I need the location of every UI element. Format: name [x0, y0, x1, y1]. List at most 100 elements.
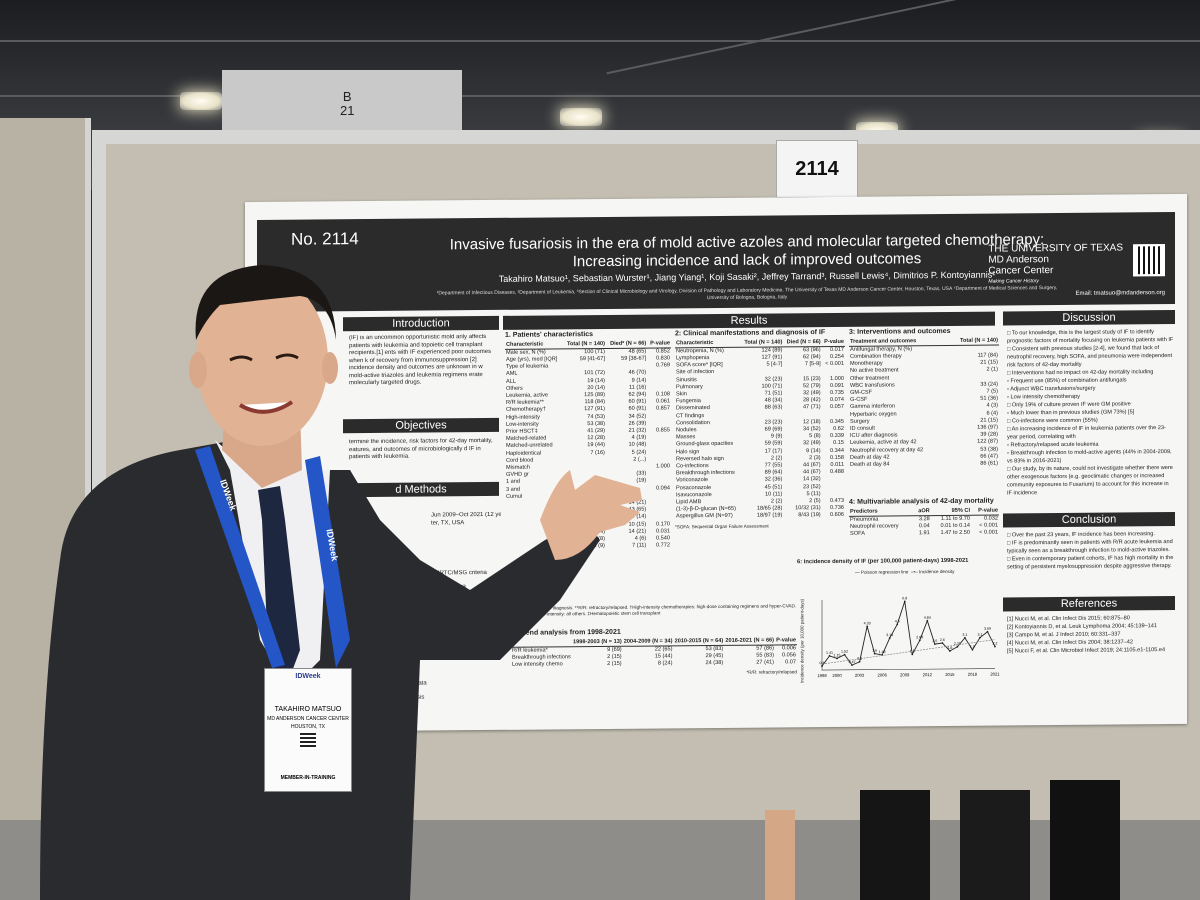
- table-cell: 0.15: [833, 440, 844, 447]
- table-header-cell: 1998-2003 (N = 13): [571, 638, 623, 647]
- table-cell: 1.47 to 2.50: [940, 529, 971, 537]
- series-line-poisson-regression: [821, 639, 996, 665]
- table-cell: 59 [38-67]: [621, 355, 647, 362]
- data-point: [948, 650, 951, 652]
- table-header-cell: Died (N = 66): [783, 338, 822, 347]
- interventions-table-block: 3: Interventions and outcomes Treatment …: [849, 328, 999, 497]
- ceiling-light: [180, 92, 222, 110]
- data-point: [903, 600, 906, 603]
- data-label: 2.6: [940, 638, 945, 642]
- table-header-cell: 95% CI: [930, 507, 972, 516]
- table-cell: 0.852: [656, 348, 670, 355]
- name-badge: IDWeek TAKAHIRO MATSUO MD ANDERSON CANCE…: [264, 668, 352, 792]
- table-cell: 0.772: [656, 542, 670, 549]
- data-point: [979, 636, 981, 639]
- discussion-item: ▫ Breakthrough infection to mold-active …: [1007, 449, 1172, 465]
- table-header-cell: P-value: [821, 338, 845, 347]
- table-cell: 0.344: [830, 447, 844, 454]
- table-cell: 0.091: [830, 382, 844, 389]
- trend-footnote: *R/R: refractory/relapsed: [746, 669, 797, 676]
- x-tick-label: 2018: [968, 672, 978, 677]
- data-point: [911, 653, 914, 656]
- section-header-references: References: [1003, 595, 1175, 612]
- data-point: [896, 623, 899, 626]
- badge-city: HOUSTON, TX: [291, 724, 325, 730]
- table-cell: 47 (71): [802, 404, 821, 411]
- data-point: [933, 643, 936, 645]
- data-label: 1.8: [947, 646, 952, 650]
- multivariable-table-block: 4: Multivariable analysis of 42-day mort…: [849, 498, 999, 549]
- incidence-chart: 0.41.411.151.520.470.84.331.6 1.453.144.5…: [817, 596, 1000, 678]
- data-point: [986, 630, 989, 633]
- table-cell: 0.094: [656, 484, 670, 492]
- data-point: [926, 619, 929, 622]
- qr-code-icon: [1133, 244, 1165, 277]
- table-cell: 23 (52): [802, 483, 821, 490]
- table-cell: 0.057: [830, 404, 844, 411]
- section-header-introduction: Introduction: [343, 315, 499, 332]
- data-label: 4.5: [895, 619, 900, 623]
- x-tick-label: 2003: [855, 673, 865, 678]
- interventions-table: Treatment and outcomes Total (N = 140) Ant…: [849, 337, 999, 469]
- incidence-chart-title: 6: Incidence density of IF (per 100,000 …: [797, 557, 969, 566]
- data-label: 2.21: [954, 642, 961, 646]
- trend-table-title: 5: Trend analysis from 1998-2021: [511, 628, 621, 637]
- x-tick-label: 2012: [923, 672, 933, 677]
- table-cell: Death at day 84: [850, 461, 890, 468]
- discussion-item: □ Consistent with previous studies [2-4]…: [1007, 345, 1173, 369]
- references-list: [1] Nucci M, et al. Clin Infect Dis 2015…: [1007, 614, 1175, 665]
- badge-membership: MEMBER-IN-TRAINING: [280, 775, 336, 781]
- patients-table-block: 1. Patients' characteristics Characteris…: [505, 330, 671, 611]
- table-cell: 7 (11): [632, 542, 647, 549]
- data-label: 1.9: [970, 645, 975, 649]
- table-cell: 86 (61): [980, 460, 998, 467]
- methods-fragment-5: ion analysis: [393, 694, 425, 701]
- table-cell: 3.28: [918, 515, 930, 522]
- logo-text: THE UNIVERSITY OF TEXAS MD Anderson Canc…: [988, 242, 1123, 277]
- table-cell: < 0.001: [825, 360, 844, 368]
- table-row: Low intensity chemo 2 (15) 8 (24) 24 (38) 27…: [511, 659, 797, 669]
- conclusion-item: □ Even in contemporary patient cohorts, …: [1007, 555, 1174, 571]
- chart-axes: [821, 600, 995, 671]
- x-tick-label: 2000: [832, 673, 842, 678]
- section-header-methods: d Methods: [343, 481, 499, 498]
- data-point: [873, 652, 876, 655]
- table-cell: 32 (49): [802, 440, 821, 447]
- methods-fragment-2: risk: [457, 584, 467, 591]
- badge-name: TAKAHIRO MATSUO: [274, 706, 342, 713]
- discussion-item: □ To our knowledge, this is the largest …: [1007, 329, 1174, 345]
- introduction-text: (IF) is an uncommon opportunistic mold a…: [349, 334, 492, 387]
- series-line-incidence-density: [821, 601, 996, 667]
- poster-header: No. 2114 Invasive fusariosis in the era …: [257, 211, 1175, 313]
- table-cell: 0.032: [984, 515, 998, 522]
- section-header-discussion: Discussion: [1003, 309, 1175, 326]
- table-row: Death at day 84 86 (61): [849, 460, 999, 469]
- table-cell: < 0.001: [979, 529, 998, 536]
- legend-density-line: –•–: [910, 569, 919, 575]
- reference-item: [5] Nucci F, et al. Clin Microbiol Infec…: [1007, 647, 1166, 655]
- table-header-cell: Total (N = 140): [946, 337, 999, 346]
- poster-number: No. 2114: [291, 229, 359, 249]
- table-header-cell: P-value: [775, 636, 797, 645]
- data-label: 2.5: [932, 639, 937, 643]
- table-cell: 1.000: [830, 375, 844, 382]
- hall-sign-panel: B 21: [222, 70, 462, 140]
- table-header-cell: 2016-2021 (N = 66): [724, 636, 776, 646]
- contact-email: Email: tmatsuo@mdanderson.org: [1075, 290, 1165, 297]
- table-cell: Low intensity chemo: [512, 661, 563, 668]
- data-point: [866, 625, 869, 628]
- patients-footnote: from IF diagnosis. **R/R: refractory/rel…: [537, 603, 797, 617]
- table-row: SOFA 1.91 1.47 to 2.50 < 0.001: [849, 530, 999, 539]
- data-point: [843, 653, 846, 656]
- section-header-conclusion: Conclusion: [1003, 511, 1175, 528]
- booth-number-sign: 2114: [776, 140, 858, 198]
- table-row: 13 (9) 7 (11) 0.772: [505, 543, 671, 552]
- data-point: [971, 648, 974, 651]
- table-cell: SOFA: [850, 530, 865, 537]
- patients-table: Characteristic Total (N = 140) Died* (N = …: [505, 339, 671, 552]
- legend-density-label: Incidence density: [918, 568, 955, 575]
- research-poster: No. 2114 Invasive fusariosis in the era …: [245, 193, 1187, 733]
- table-header-cell: 2004-2009 (N = 34): [622, 637, 674, 647]
- x-tick-label: 2021: [990, 672, 1000, 677]
- table-header-cell: 2010-2015 (N = 64): [673, 637, 725, 646]
